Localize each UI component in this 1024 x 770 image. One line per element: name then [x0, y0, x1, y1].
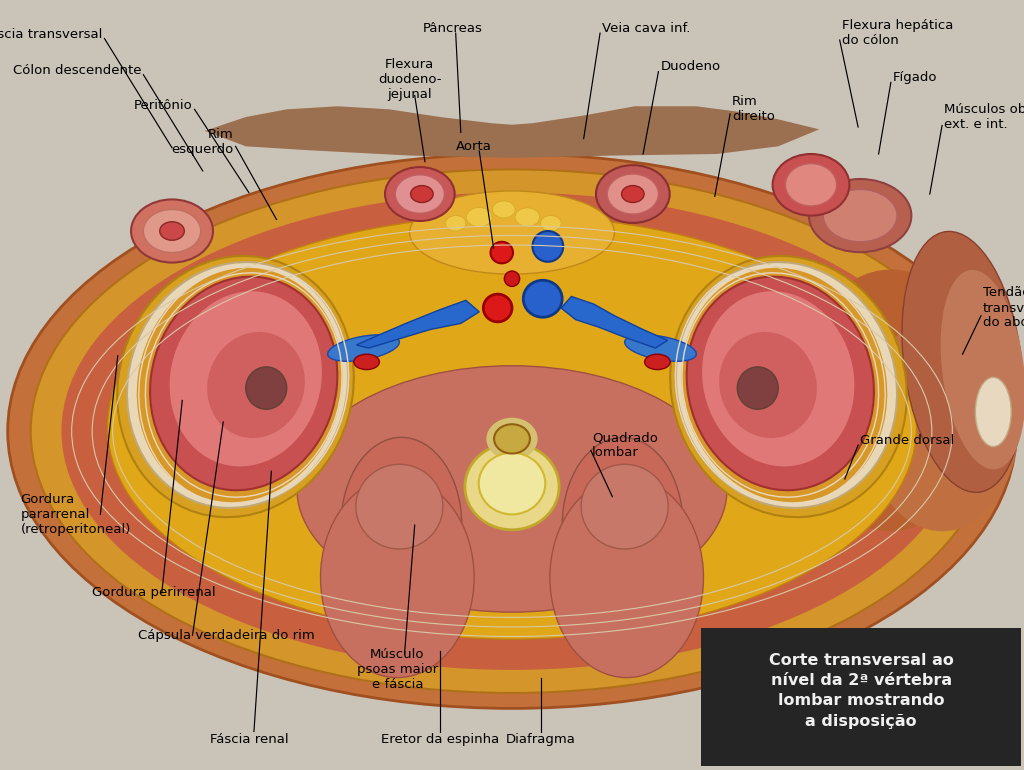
Ellipse shape: [483, 294, 512, 322]
Ellipse shape: [515, 208, 540, 226]
Ellipse shape: [354, 354, 380, 370]
Ellipse shape: [625, 335, 696, 361]
Ellipse shape: [385, 167, 455, 221]
Ellipse shape: [127, 262, 348, 508]
Text: Flexura hepática
do cólon: Flexura hepática do cólon: [842, 19, 953, 47]
Ellipse shape: [170, 291, 322, 467]
Ellipse shape: [523, 280, 562, 317]
Ellipse shape: [809, 179, 911, 253]
Text: Cólon descendente: Cólon descendente: [13, 65, 141, 77]
Ellipse shape: [532, 231, 563, 262]
Ellipse shape: [562, 437, 683, 613]
Text: Rim
esquerdo: Rim esquerdo: [171, 129, 233, 156]
Ellipse shape: [550, 477, 703, 678]
Ellipse shape: [410, 191, 614, 274]
Ellipse shape: [494, 424, 530, 454]
Ellipse shape: [31, 169, 993, 693]
Ellipse shape: [151, 276, 337, 490]
Text: Veia cava inf.: Veia cava inf.: [602, 22, 690, 35]
Ellipse shape: [493, 201, 515, 218]
Ellipse shape: [785, 164, 837, 206]
Ellipse shape: [445, 216, 466, 231]
Polygon shape: [356, 300, 479, 348]
Ellipse shape: [117, 256, 354, 517]
Ellipse shape: [143, 209, 201, 253]
Ellipse shape: [411, 186, 433, 203]
Ellipse shape: [607, 174, 658, 214]
Text: Gordura perirrenal: Gordura perirrenal: [92, 587, 216, 599]
Ellipse shape: [622, 186, 644, 203]
Ellipse shape: [823, 189, 897, 242]
Text: Fáscia transversal: Fáscia transversal: [0, 28, 102, 41]
Ellipse shape: [297, 366, 727, 612]
Ellipse shape: [719, 332, 817, 438]
Text: Quadrado
lombar: Quadrado lombar: [592, 431, 657, 459]
Ellipse shape: [702, 291, 854, 467]
Text: Tendão do
transverso
do abdome: Tendão do transverso do abdome: [983, 286, 1024, 330]
Ellipse shape: [395, 175, 444, 213]
Ellipse shape: [865, 316, 1019, 531]
Ellipse shape: [582, 464, 668, 549]
Ellipse shape: [136, 268, 343, 502]
Ellipse shape: [645, 354, 670, 370]
Ellipse shape: [341, 437, 462, 613]
Text: Fígado: Fígado: [893, 71, 937, 83]
Ellipse shape: [975, 377, 1011, 447]
Text: Pâncreas: Pâncreas: [423, 22, 482, 35]
Text: Músculo
psoas maior
e fáscia: Músculo psoas maior e fáscia: [356, 648, 438, 691]
Ellipse shape: [321, 477, 474, 678]
Ellipse shape: [541, 216, 561, 231]
Text: Aorta: Aorta: [456, 140, 493, 152]
Text: Eretor da espinha: Eretor da espinha: [381, 733, 500, 745]
Polygon shape: [205, 106, 819, 158]
Ellipse shape: [797, 270, 985, 531]
Ellipse shape: [465, 444, 559, 530]
Ellipse shape: [479, 453, 545, 514]
Ellipse shape: [902, 232, 1023, 492]
Text: Diafragma: Diafragma: [506, 733, 575, 745]
Ellipse shape: [108, 216, 916, 639]
Ellipse shape: [676, 262, 897, 508]
Ellipse shape: [160, 222, 184, 240]
Ellipse shape: [356, 464, 443, 549]
Text: Músculos oblíquos
ext. e int.: Músculos oblíquos ext. e int.: [944, 103, 1024, 131]
Ellipse shape: [207, 332, 305, 438]
Polygon shape: [561, 296, 668, 348]
Ellipse shape: [596, 165, 670, 223]
Ellipse shape: [687, 276, 873, 490]
Text: Duodeno: Duodeno: [660, 61, 721, 73]
Text: Grande dorsal: Grande dorsal: [860, 434, 954, 447]
Ellipse shape: [490, 242, 513, 263]
Ellipse shape: [8, 154, 1016, 708]
Ellipse shape: [773, 154, 850, 216]
Bar: [701, 628, 1021, 766]
Ellipse shape: [504, 271, 519, 286]
Ellipse shape: [467, 207, 493, 226]
Ellipse shape: [131, 199, 213, 263]
Text: Peritônio: Peritônio: [134, 99, 193, 112]
Text: Fáscia renal: Fáscia renal: [210, 733, 288, 745]
Ellipse shape: [61, 192, 963, 670]
Text: Gordura
pararrenal
(retroperitoneal): Gordura pararrenal (retroperitoneal): [20, 493, 131, 536]
Ellipse shape: [246, 367, 287, 410]
Text: Cápsula verdadeira do rim: Cápsula verdadeira do rim: [138, 629, 315, 641]
Ellipse shape: [737, 367, 778, 410]
Text: Rim
direito: Rim direito: [732, 95, 775, 123]
Ellipse shape: [681, 268, 888, 502]
Text: Corte transversal ao
nível da 2ª vértebra
lombar mostrando
a disposição: Corte transversal ao nível da 2ª vértebr…: [769, 653, 953, 728]
Text: Flexura
duodeno-
jejunal: Flexura duodeno- jejunal: [378, 58, 441, 101]
Ellipse shape: [941, 270, 1024, 470]
Ellipse shape: [670, 256, 907, 517]
Ellipse shape: [328, 335, 399, 361]
Ellipse shape: [486, 417, 538, 460]
